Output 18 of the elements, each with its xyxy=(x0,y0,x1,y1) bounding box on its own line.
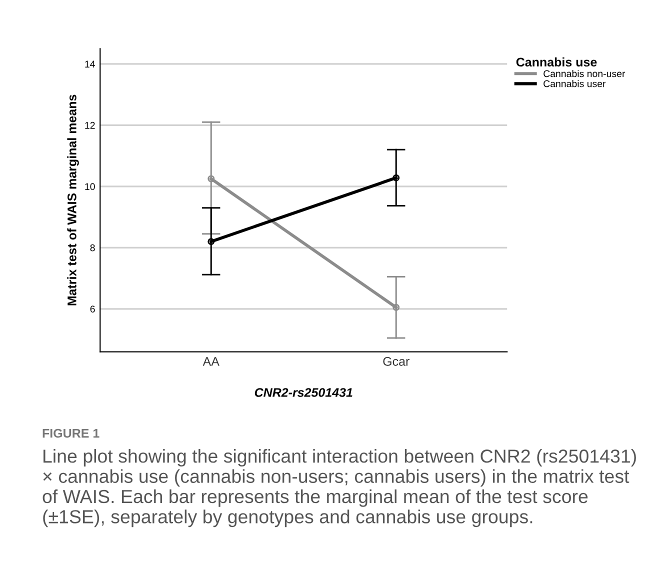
y-tick-label: 14 xyxy=(85,60,95,68)
caption: FIGURE 1 xyxy=(42,428,100,438)
point xyxy=(392,174,400,182)
y-tick-label: 8 xyxy=(90,244,95,252)
y-tick-label: 6 xyxy=(90,306,95,313)
point xyxy=(208,175,215,182)
y-axis-title: Matrix test of WAIS marginal means xyxy=(67,94,79,306)
y-tick-label: 12 xyxy=(85,122,95,129)
y-tick-label: 10 xyxy=(85,183,95,190)
legend-label: Cannabis non-user xyxy=(544,70,626,78)
legend-title: Cannabis use xyxy=(516,57,597,67)
legend-label: Cannabis user xyxy=(544,80,606,88)
point xyxy=(392,304,400,311)
x-tick-label: Gcar xyxy=(383,356,410,366)
point xyxy=(208,238,215,246)
x-tick-label: AA xyxy=(202,357,220,366)
x-axis-title: CNR2-rs2501431 xyxy=(254,388,352,397)
text: Line plot showing the significant interaction between CNR2 (rs2501431) × cannabis use (cannabis non-users; cannabis users) in the matrix test of WAIS. Each bar represents the marginal mean of the test score (±1SE), separately by genotypes and cannabis use groups. xyxy=(42,449,636,528)
